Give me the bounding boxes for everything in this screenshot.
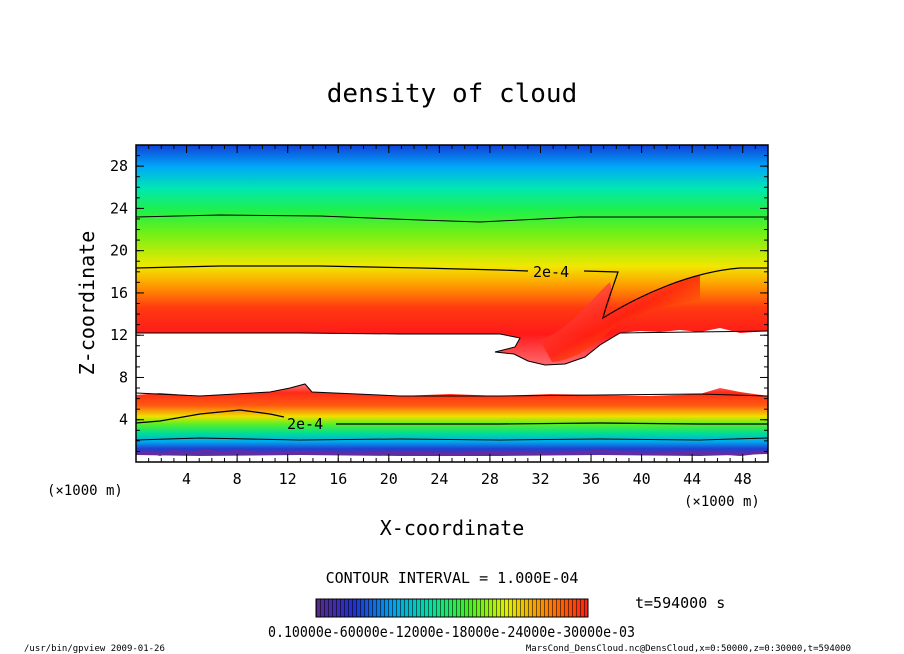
- colorbar-ticks: [316, 599, 588, 617]
- contour-upper-bottom: [136, 330, 768, 366]
- lower-cloud-layer: [136, 384, 768, 456]
- x-tick-label: 44: [683, 470, 701, 488]
- density-field: [136, 145, 768, 457]
- chart-title: density of cloud: [327, 79, 577, 109]
- x-tick-label: 16: [329, 470, 347, 488]
- contour-lower-top: [136, 383, 768, 397]
- y-tick-label: 8: [119, 368, 128, 386]
- y-tick-label: 28: [110, 157, 128, 175]
- contour-upper-top: [136, 214, 768, 223]
- y-tick-label: 16: [110, 284, 128, 302]
- contour-lower-bottom: [136, 437, 768, 441]
- y-tick-label: 24: [110, 199, 128, 217]
- upper-cloud-layer: [136, 145, 768, 365]
- y-tick-label: 4: [119, 411, 128, 429]
- contour-interval-text: CONTOUR INTERVAL = 1.000E-04: [326, 569, 579, 587]
- contour-lines: [136, 214, 768, 441]
- x-tick-label: 20: [380, 470, 398, 488]
- time-label: t=594000 s: [635, 594, 725, 612]
- y-tick-label: 12: [110, 326, 128, 344]
- x-tick-label: 12: [279, 470, 297, 488]
- footer-left: /usr/bin/gpview 2009-01-26: [24, 644, 165, 654]
- colorbar-labels: 0.10000e-60000e-12000e-18000e-24000e-300…: [268, 623, 635, 641]
- x-tick-label: 8: [233, 470, 242, 488]
- x-axis-ticks: 4 8 12 16 20 24 28 32 36 40 44 48: [148, 145, 756, 488]
- x-tick-label: 48: [734, 470, 752, 488]
- x-tick-label: 4: [182, 470, 191, 488]
- x-tick-label: 32: [531, 470, 549, 488]
- y-axis-label: Z-coordinate: [75, 231, 99, 376]
- lower-layer-noise: [136, 448, 768, 457]
- contour-2e-4-upper: [136, 265, 768, 320]
- y-axis-ticks: 4 8 12 16 20 24 28: [110, 155, 768, 452]
- x-tick-label: 24: [430, 470, 448, 488]
- x-axis-label: X-coordinate: [380, 516, 525, 540]
- y-axis-unit: (×1000 m): [47, 483, 123, 499]
- footer-right: MarsCond_DensCloud.nc@DensCloud,x=0:5000…: [526, 644, 851, 654]
- x-tick-label: 28: [481, 470, 499, 488]
- y-tick-label: 20: [110, 242, 128, 260]
- descending-plume: [540, 275, 700, 362]
- contour-2e-4-lower: [136, 409, 768, 425]
- contour-label-lower: 2e-4: [287, 415, 323, 433]
- x-tick-label: 40: [633, 470, 651, 488]
- contour-label-upper: 2e-4: [533, 263, 569, 281]
- x-axis-unit: (×1000 m): [684, 494, 760, 510]
- x-tick-label: 36: [582, 470, 600, 488]
